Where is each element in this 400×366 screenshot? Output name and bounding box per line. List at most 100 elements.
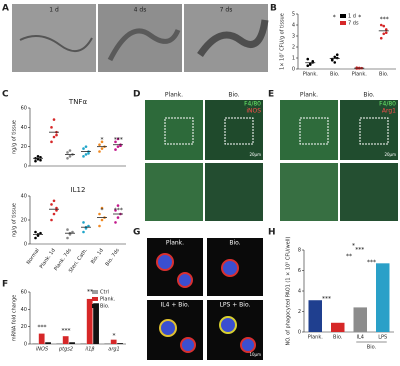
y-tick-label: 1 xyxy=(292,56,295,62)
x-tick-label: Normal xyxy=(26,248,41,266)
bar xyxy=(69,342,75,344)
panel-label: H xyxy=(268,228,276,238)
significance: *** xyxy=(322,296,331,303)
x-tick-label: Plank. xyxy=(352,72,368,78)
data-point xyxy=(50,203,53,206)
significance: *** xyxy=(38,324,47,331)
significance: ** xyxy=(346,253,352,260)
significance: * xyxy=(101,136,104,143)
bar xyxy=(93,303,99,344)
data-point xyxy=(71,230,74,234)
image-caption: IL4 + Bio. xyxy=(160,302,189,309)
y-axis-label: 1× 10⁷ CFU/g of tissue xyxy=(280,13,286,70)
bar xyxy=(110,339,117,344)
scale-bar-label: 20μm xyxy=(249,152,261,157)
x-tick-label: Plank. xyxy=(303,72,319,78)
bar xyxy=(32,343,39,344)
confocal-images: Plank. Bio. IL4 + Bio. LPS + Bio. 10μm xyxy=(147,238,263,360)
data-point xyxy=(306,64,310,67)
data-point xyxy=(50,218,53,222)
legend-swatch xyxy=(92,304,98,308)
x-tick-label: il1β xyxy=(85,347,95,353)
data-point xyxy=(382,24,386,28)
data-point xyxy=(100,147,104,150)
y-tick-label: 60 xyxy=(21,106,27,112)
x-tick-label: Bio. xyxy=(330,72,340,78)
data-point xyxy=(116,137,120,141)
data-point xyxy=(98,212,101,216)
y-tick-label: 40 xyxy=(21,194,27,200)
y-tick-label: 2 xyxy=(298,309,301,315)
chart-title: TNFα xyxy=(68,98,88,106)
stain-label: F4/80 xyxy=(244,101,261,108)
data-point xyxy=(52,118,56,121)
x-tick-label: Bio. 1d xyxy=(90,248,105,266)
data-point xyxy=(68,149,72,152)
significance: *** xyxy=(114,136,123,143)
data-point xyxy=(379,36,383,40)
data-point xyxy=(379,23,383,27)
legend-label: Plank. xyxy=(100,297,116,303)
y-tick-label: 4 xyxy=(292,23,295,29)
legend-swatch xyxy=(340,21,346,25)
y-tick-label: 60 xyxy=(21,290,27,296)
chart-title: IL12 xyxy=(71,186,86,194)
bar xyxy=(45,342,51,344)
image-caption: Plank. xyxy=(300,92,318,99)
bar xyxy=(38,333,45,344)
y-tick-label: 20 xyxy=(21,218,27,224)
data-point xyxy=(66,151,69,154)
image-caption: LPS + Bio. xyxy=(220,302,251,309)
data-point xyxy=(34,230,37,234)
y-tick-label: 0 xyxy=(24,342,27,348)
x-tick-label: ptgs2 xyxy=(58,347,73,353)
x-tick-label: Plank. xyxy=(308,335,324,341)
sem-images: 1 d 4 ds 7 ds xyxy=(12,4,269,72)
panel-label: F xyxy=(2,280,8,290)
legend-label: 7 ds xyxy=(348,21,359,27)
legend-swatch xyxy=(92,297,98,301)
data-point xyxy=(382,32,386,36)
data-point xyxy=(50,140,53,144)
data-point xyxy=(39,231,42,235)
x-tick-label: IL4 xyxy=(357,335,364,341)
data-point xyxy=(114,221,117,224)
significance: ** xyxy=(87,289,93,296)
data-point xyxy=(50,126,53,129)
image-caption: Bio. xyxy=(229,240,240,247)
group-label: Bio. xyxy=(367,345,377,351)
stain-label: iNOS xyxy=(246,108,261,115)
stain-label: F4/80 xyxy=(379,101,396,108)
panel-label: A xyxy=(2,4,9,14)
y-tick-label: 3 xyxy=(292,34,295,40)
significance: * xyxy=(113,333,116,340)
if-images-d: Plank. Bio. F4/80 iNOS 20μm xyxy=(145,92,263,221)
data-point xyxy=(116,216,120,219)
data-point xyxy=(100,140,104,144)
x-tick-label: LPS xyxy=(378,335,387,341)
data-point xyxy=(82,230,85,234)
y-axis-label: mRNA fold change xyxy=(12,295,18,341)
image-caption: 4 ds xyxy=(134,7,147,14)
data-point xyxy=(306,57,310,61)
y-tick-label: 8 xyxy=(298,248,301,254)
bar xyxy=(376,263,390,332)
data-point xyxy=(355,66,359,69)
x-tick-label: arg1 xyxy=(108,347,119,353)
image-caption: Plank. xyxy=(166,240,184,247)
panel-label: E xyxy=(268,90,274,100)
data-point xyxy=(82,147,85,150)
data-point xyxy=(116,204,120,207)
data-point xyxy=(55,209,58,212)
data-point xyxy=(98,224,101,228)
legend-label: Ctrl xyxy=(100,290,109,296)
y-tick-label: 40 xyxy=(21,125,27,131)
data-point xyxy=(384,31,388,34)
significance: *** xyxy=(367,259,376,266)
data-point xyxy=(52,199,56,203)
y-tick-label: 20 xyxy=(21,324,27,330)
data-point xyxy=(39,158,42,162)
significance: *** xyxy=(380,16,389,23)
y-tick-label: 0 xyxy=(24,164,27,170)
